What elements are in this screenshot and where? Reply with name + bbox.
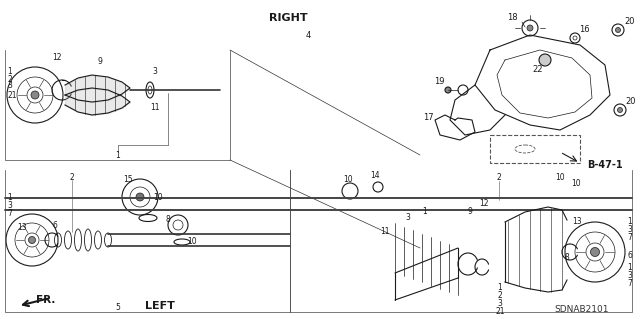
Text: 1: 1 <box>422 207 428 217</box>
Text: 12: 12 <box>479 198 489 207</box>
Text: B-47-1: B-47-1 <box>587 160 623 170</box>
Text: 3: 3 <box>152 68 157 77</box>
Text: 10: 10 <box>343 175 353 184</box>
Text: 14: 14 <box>370 172 380 181</box>
Text: 10: 10 <box>153 192 163 202</box>
Text: 19: 19 <box>435 78 445 86</box>
Text: 1: 1 <box>116 151 120 160</box>
Text: 2: 2 <box>497 174 501 182</box>
Text: 7: 7 <box>627 279 632 288</box>
Text: 3: 3 <box>627 271 632 280</box>
Circle shape <box>618 108 623 113</box>
Text: 13: 13 <box>17 222 27 232</box>
Text: 2: 2 <box>70 173 74 182</box>
Text: 1: 1 <box>627 263 632 272</box>
Text: RIGHT: RIGHT <box>269 13 307 23</box>
Text: FR.: FR. <box>36 295 56 305</box>
Text: 16: 16 <box>579 26 589 34</box>
Text: 7: 7 <box>627 234 632 242</box>
Text: 6: 6 <box>52 220 58 229</box>
Text: 10: 10 <box>187 238 197 247</box>
Text: 3: 3 <box>7 201 12 210</box>
Text: 1: 1 <box>498 284 502 293</box>
Text: 2: 2 <box>498 292 502 300</box>
Text: 3: 3 <box>406 213 410 222</box>
Circle shape <box>527 25 533 31</box>
Text: 1: 1 <box>7 68 12 77</box>
Text: 8: 8 <box>166 216 170 225</box>
Text: 13: 13 <box>572 218 582 226</box>
Text: 11: 11 <box>381 227 390 236</box>
Text: 3: 3 <box>497 300 502 308</box>
Text: 18: 18 <box>507 13 517 23</box>
Text: 8: 8 <box>564 254 570 263</box>
Text: 20: 20 <box>625 18 636 26</box>
Circle shape <box>29 236 35 243</box>
Text: 10: 10 <box>571 180 581 189</box>
Text: 12: 12 <box>52 54 61 63</box>
Circle shape <box>616 27 621 33</box>
Bar <box>490 135 580 163</box>
Circle shape <box>539 54 551 66</box>
Text: 21: 21 <box>7 92 17 100</box>
Text: 20: 20 <box>626 98 636 107</box>
Text: 5: 5 <box>116 303 120 313</box>
Text: 9: 9 <box>468 207 472 217</box>
Text: 22: 22 <box>532 65 543 75</box>
Circle shape <box>591 248 600 256</box>
Text: 4: 4 <box>305 32 310 41</box>
Text: 3: 3 <box>627 226 632 234</box>
Text: LEFT: LEFT <box>145 301 175 311</box>
Text: 1: 1 <box>7 192 12 202</box>
Text: 1: 1 <box>627 218 632 226</box>
Text: 2: 2 <box>7 75 12 84</box>
Text: 9: 9 <box>97 57 102 66</box>
Text: 15: 15 <box>123 175 133 184</box>
Text: 11: 11 <box>150 103 160 113</box>
Text: SDNAB2101: SDNAB2101 <box>555 305 609 314</box>
Circle shape <box>136 193 144 201</box>
Circle shape <box>31 91 39 99</box>
Text: 21: 21 <box>495 308 505 316</box>
Text: 6: 6 <box>627 250 632 259</box>
Text: 17: 17 <box>424 114 434 122</box>
Text: 7: 7 <box>7 209 12 218</box>
Text: 3: 3 <box>7 81 12 91</box>
Text: 10: 10 <box>555 174 565 182</box>
Circle shape <box>445 87 451 93</box>
